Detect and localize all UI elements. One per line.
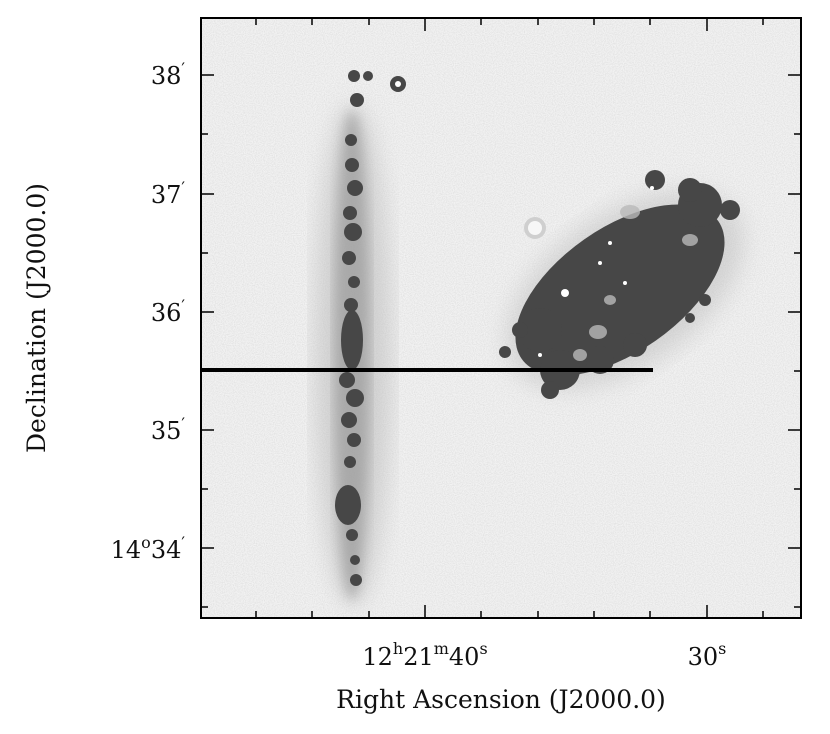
- tick-marks: [201, 18, 801, 618]
- sky-noise: [201, 18, 801, 618]
- y-tick-label: 14o34′: [111, 533, 186, 564]
- y-tick-label: 37′: [151, 178, 186, 209]
- x-axis-title: Right Ascension (J2000.0): [336, 685, 666, 714]
- x-tick-label: 30s: [688, 639, 727, 671]
- x-tick-labels: 12h21m40s 30s: [362, 639, 726, 671]
- spiral-galaxy: [499, 170, 744, 399]
- y-tick-label: 35′: [151, 414, 186, 445]
- image-panel: [201, 18, 801, 618]
- y-tick-label: 36′: [151, 296, 186, 327]
- x-tick-label: 12h21m40s: [362, 639, 487, 671]
- y-axis-title: Declination (J2000.0): [22, 183, 51, 453]
- edge-on-galaxy: [315, 70, 406, 605]
- y-tick-labels: 38′ 37′ 36′ 35′ 14o34′: [111, 59, 186, 564]
- y-tick-label: 38′: [151, 59, 186, 90]
- plot-frame: [200, 17, 802, 619]
